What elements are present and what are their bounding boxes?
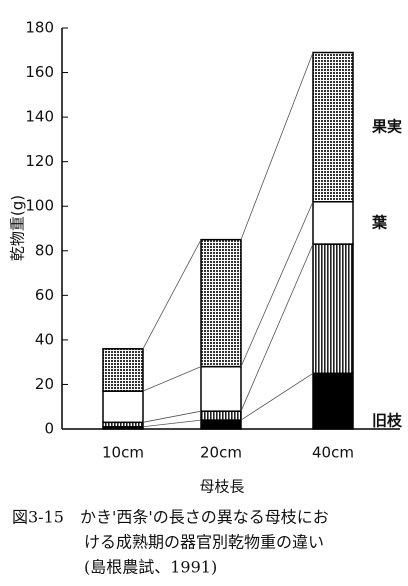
y-tick-label: 180 [25, 19, 54, 37]
y-tick-label: 100 [25, 197, 54, 215]
x-tick-label: 20cm [200, 444, 242, 462]
y-tick-label: 60 [35, 286, 54, 304]
bar-segment [312, 51, 354, 203]
bar-segment [102, 348, 144, 392]
y-tick-label: 160 [25, 63, 54, 81]
x-tick-label: 40cm [312, 444, 354, 462]
connector [240, 52, 314, 240]
caption: (島根農試、1991) [84, 558, 217, 577]
connector [142, 410, 202, 423]
bar-segment [200, 410, 242, 421]
legend-label: 葉 [371, 213, 388, 231]
connector [240, 372, 314, 421]
bar-segment [312, 372, 354, 430]
bar-segment [200, 419, 242, 430]
x-tick-label: 10cm [102, 444, 144, 462]
y-tick-label: 140 [25, 108, 54, 126]
bar-segment [312, 243, 354, 375]
bar-segment [102, 390, 144, 424]
y-tick-label: 40 [35, 330, 54, 348]
bar-segment [200, 365, 242, 412]
bar-segment [312, 201, 354, 245]
connector [240, 201, 314, 367]
caption: 図3-15 かき'西条'の長さの異なる母枝にお [12, 508, 329, 527]
legend-label: 果実 [371, 118, 402, 136]
connector [240, 243, 314, 412]
y-axis-label: 乾物重(g) [9, 195, 27, 261]
legend-label: 旧枝 [372, 412, 403, 430]
y-tick-label: 20 [35, 375, 54, 393]
y-tick-label: 80 [35, 241, 54, 259]
bar-segment [200, 238, 242, 368]
connector [142, 419, 202, 428]
x-axis-label: 母枝長 [199, 478, 244, 496]
connector [142, 366, 202, 392]
y-tick-label: 0 [44, 420, 54, 438]
caption: ける成熟期の器官別乾物重の違い [84, 533, 324, 552]
connector [142, 239, 202, 349]
y-tick-label: 120 [25, 152, 54, 170]
